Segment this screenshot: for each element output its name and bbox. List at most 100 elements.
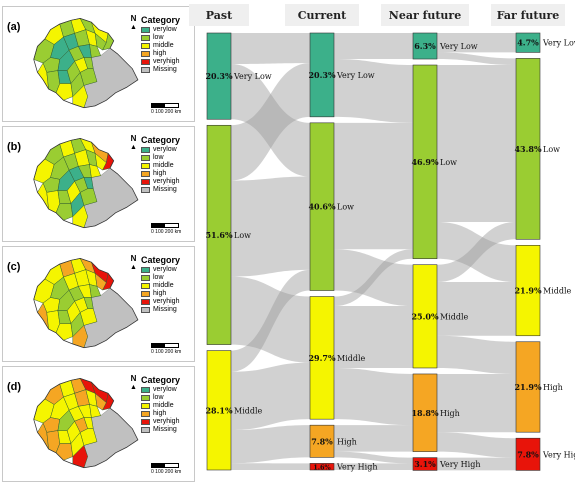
legend-item-label: middle (153, 402, 174, 409)
sankey-node-percent: 7.8% (517, 449, 539, 459)
map-region (94, 152, 107, 171)
legend-item-label: veryhigh (153, 178, 180, 185)
sankey-node (309, 122, 335, 291)
sankey-flow (334, 425, 413, 452)
north-arrow-icon: N ▲ (130, 14, 137, 32)
sankey-node (412, 457, 438, 471)
map-outline (33, 258, 139, 349)
sankey-node-category: High (337, 437, 357, 446)
map-legend: Category verylow low middle high veryhigh Miss… (141, 135, 180, 194)
legend-item-label: Missing (153, 66, 177, 73)
legend-item: veryhigh (141, 298, 180, 306)
map-outline (33, 138, 139, 229)
legend-swatch (141, 411, 150, 417)
legend-item: veryhigh (141, 58, 180, 66)
sankey-flow (334, 33, 413, 60)
legend-item-label: high (153, 50, 167, 57)
legend-item: Missing (141, 186, 180, 194)
ethiopia-map (33, 258, 139, 349)
legend-item-label: high (153, 290, 167, 297)
map-panel-label: (a) (7, 21, 21, 33)
column-header-bg (285, 4, 359, 26)
scale-bar: 0 100 200 km (151, 223, 181, 235)
legend-item: low (141, 34, 180, 42)
sankey-flow (231, 463, 310, 470)
legend-item-label: low (153, 394, 164, 401)
legend-item-label: Missing (153, 426, 177, 433)
sankey-node-percent: 3.1% (414, 459, 436, 469)
sankey-flow (231, 63, 310, 181)
sankey-node-category: Very Low (233, 72, 272, 81)
sankey-flow (334, 306, 413, 368)
map-region (94, 272, 107, 291)
sankey-node (206, 32, 232, 120)
sankey-node-category: High (440, 409, 460, 418)
sankey-node (412, 64, 438, 260)
sankey-node-percent: 51.6% (205, 230, 232, 240)
sankey-node-category: Middle (234, 406, 263, 415)
legend-item: veryhigh (141, 178, 180, 186)
sankey-flow (437, 373, 516, 433)
legend-item-label: Missing (153, 306, 177, 313)
sankey-node-percent: 29.7% (308, 353, 335, 363)
scale-bar: 0 100 200 km (151, 103, 181, 115)
map-region (89, 164, 102, 178)
legend-swatch (141, 395, 150, 401)
sankey-node (309, 32, 335, 118)
legend-swatch (141, 275, 150, 281)
legend-swatch (141, 187, 150, 193)
sankey-node (309, 296, 335, 420)
legend-item: verylow (141, 26, 180, 34)
legend-item-label: middle (153, 162, 174, 169)
legend-swatch (141, 67, 150, 73)
map-region (89, 284, 102, 298)
sankey-node-category: Middle (543, 287, 572, 296)
legend-swatch (141, 299, 150, 305)
legend-swatch (141, 147, 150, 153)
legend-title: Category (141, 255, 181, 265)
legend-swatch (141, 163, 150, 169)
sankey-flow (334, 249, 413, 307)
sankey-flow (334, 367, 413, 426)
sankey-flow (334, 122, 413, 250)
sankey-node (515, 58, 541, 240)
legend-swatch (141, 59, 150, 65)
sankey-flow (231, 362, 310, 431)
legend-swatch (141, 179, 150, 185)
column-header: Past (206, 9, 233, 22)
legend-item-label: veryhigh (153, 298, 180, 305)
sankey-node-category: High (543, 383, 563, 392)
map-region (89, 404, 102, 418)
sankey-node-percent: 46.9% (411, 157, 438, 167)
legend-item-label: middle (153, 282, 174, 289)
legend-swatch (141, 427, 150, 433)
legend-item: middle (141, 402, 180, 410)
sankey-flow (231, 425, 310, 464)
legend-item-label: veryhigh (153, 418, 180, 425)
sankey-node-percent: 43.8% (514, 144, 541, 154)
legend-swatch (141, 403, 150, 409)
sankey-node-percent: 21.9% (514, 382, 541, 392)
sankey-node-category: Very High (439, 460, 480, 469)
sankey-node-category: Middle (440, 312, 469, 321)
sankey-flow (334, 59, 413, 123)
sankey-flow (437, 221, 516, 283)
legend-item: Missing (141, 66, 180, 74)
map-outline (33, 378, 139, 469)
legend-swatch (141, 307, 150, 313)
legend-swatch (141, 27, 150, 33)
map-region (94, 392, 107, 411)
map-region (94, 32, 107, 51)
sankey-node (412, 373, 438, 452)
sankey-flow (437, 65, 516, 222)
sankey-flow (231, 276, 310, 363)
legend-item: Missing (141, 426, 180, 434)
legend-item: high (141, 290, 180, 298)
north-arrow-icon: N ▲ (130, 134, 137, 152)
legend-item-label: high (153, 410, 167, 417)
map-outline (33, 18, 139, 109)
sankey-flow (437, 33, 516, 53)
scale-bar: 0 100 200 km (151, 343, 181, 355)
sankey-node-percent: 40.6% (308, 202, 335, 212)
